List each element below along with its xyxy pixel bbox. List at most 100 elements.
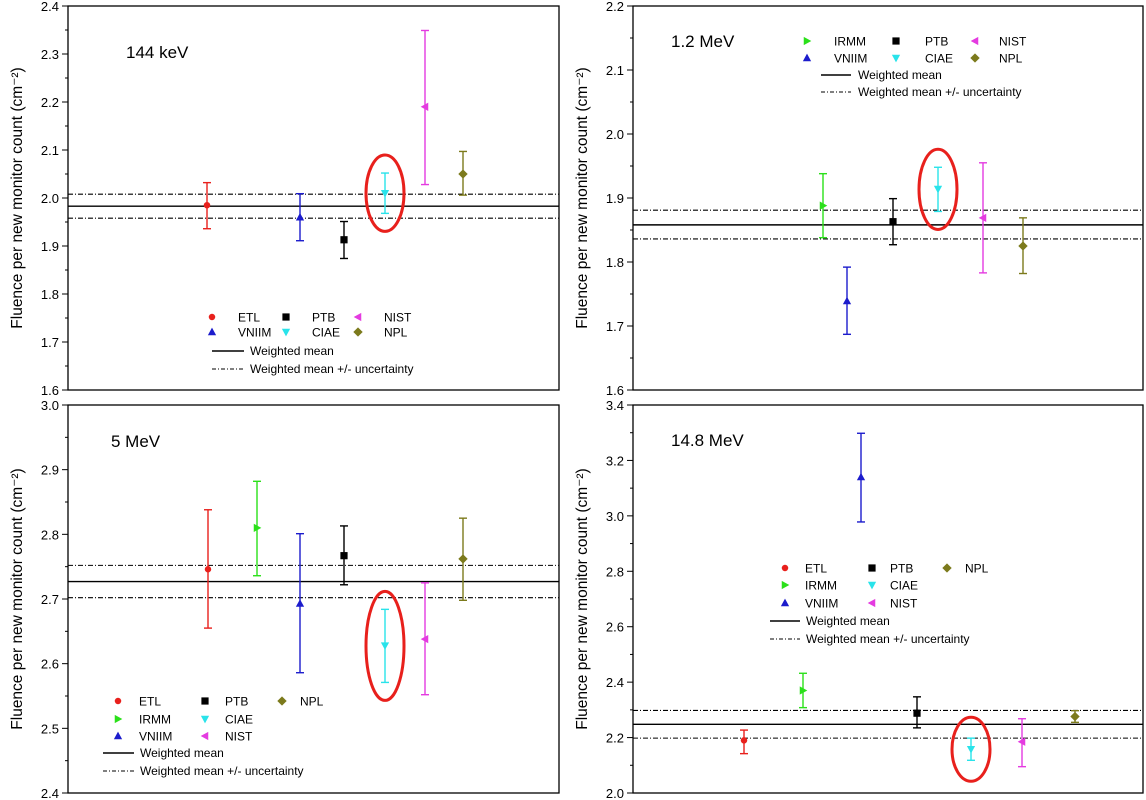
marker-npl (1070, 711, 1080, 722)
data-point-ptb (340, 220, 348, 260)
legend-marker-etl (781, 564, 789, 572)
legend: IRMM PTB NIST VNIIM CIAE NPL Weighted mean Weig… (802, 35, 1027, 99)
legend-marker-npl (353, 327, 363, 337)
y-tick-label: 3.0 (606, 509, 624, 524)
legend-marker-vniim (780, 598, 790, 607)
legend-marker-etl (208, 313, 216, 321)
legend-marker-ciae (891, 54, 901, 63)
marker-nist (420, 634, 429, 644)
legend-marker-npl (970, 53, 980, 63)
y-tick-label: 1.8 (41, 287, 59, 302)
y-tick-label: 1.8 (606, 255, 624, 270)
legend-marker-etl (114, 697, 122, 705)
y-tick-label: 2.4 (606, 675, 624, 690)
legend-label-etl: ETL (805, 562, 827, 576)
legend-label-irmm: IRMM (805, 579, 837, 593)
data-point-ptb (340, 525, 348, 586)
legend-band-label: Weighted mean +/- uncertainty (140, 764, 304, 778)
plot-frame (632, 5, 1144, 391)
data-point-npl (1018, 217, 1028, 275)
highlight-ellipse (917, 147, 959, 231)
legend-marker-ptb (892, 37, 900, 45)
legend-marker-nist (353, 312, 362, 322)
data-point-ciae (950, 715, 992, 783)
y-tick-label: 3.0 (41, 398, 59, 413)
legend-marker-irmm (114, 714, 123, 724)
data-point-irmm (799, 672, 808, 709)
legend-marker-vniim (113, 731, 123, 740)
legend-label-vniim: VNIIM (805, 597, 838, 611)
marker-ciae (380, 189, 390, 198)
marker-ciae (966, 745, 976, 754)
plot-frame (632, 404, 1144, 794)
legend-label-nist: NIST (384, 311, 412, 325)
y-tick-label: 2.1 (41, 143, 59, 158)
y-tick-label: 2.6 (41, 657, 59, 672)
marker-ptb (889, 218, 897, 226)
marker-etl (204, 566, 212, 573)
data-point-nist (420, 582, 429, 696)
y-tick-label: 2.8 (606, 564, 624, 579)
chart-panel-bottom-right: 2.0 2.2 2.4 2.6 2.8 3.0 3.2 3.4 Fluence per new … (574, 398, 1144, 800)
legend-label-irmm: IRMM (834, 35, 866, 49)
legend-label-npl: NPL (300, 695, 324, 709)
y-axis-label: Fluence per new monitor count (cm⁻²) (9, 67, 26, 328)
legend-label-etl: ETL (238, 311, 260, 325)
legend-marker-nist (970, 36, 979, 46)
legend-marker-irmm (803, 36, 812, 46)
y-tick-label: 2.2 (606, 0, 624, 14)
legend-marker-ciae (867, 581, 877, 590)
legend-label-ptb: PTB (225, 695, 248, 709)
marker-ptb (340, 552, 348, 560)
highlight-ellipse (364, 589, 406, 702)
y-tick-label: 2.4 (41, 0, 59, 14)
data-point-ciae (364, 589, 406, 702)
data-point-irmm (819, 172, 828, 239)
y-tick-label: 2.9 (41, 463, 59, 478)
legend-weighted-mean-label: Weighted mean (250, 344, 334, 358)
legend-marker-vniim (802, 53, 812, 62)
legend-marker-npl (942, 563, 952, 573)
y-tick-label: 2.1 (606, 63, 624, 78)
legend-weighted-mean-label: Weighted mean (806, 614, 890, 628)
chart-panel-top-left: 1.6 1.7 1.8 1.9 2.0 2.1 2.2 2.3 2.4 Fluence per n… (9, 0, 560, 398)
y-tick-label: 2.7 (41, 592, 59, 607)
legend-label-irmm: IRMM (139, 713, 171, 727)
legend-label-ciae: CIAE (890, 579, 918, 593)
chart-panel-top-right: 1.6 1.7 1.8 1.9 2.0 2.1 2.2 Fluence per new mon… (574, 0, 1144, 398)
data-point-ciae (917, 147, 959, 231)
y-axis-label: Fluence per new monitor count (cm⁻²) (9, 468, 26, 729)
y-axis-label: Fluence per new monitor count (cm⁻²) (574, 468, 591, 729)
legend-label-etl: ETL (139, 695, 161, 709)
marker-irmm (253, 523, 262, 533)
y-axis-label: Fluence per new monitor count (cm⁻²) (574, 67, 591, 328)
legend-marker-npl (277, 696, 287, 706)
marker-etl (740, 737, 748, 744)
data-point-nist (1017, 718, 1026, 768)
legend-band-label: Weighted mean +/- uncertainty (250, 362, 414, 376)
panel-title: 144 keV (126, 43, 189, 62)
marker-npl (458, 554, 468, 564)
legend-label-npl: NPL (384, 326, 408, 340)
marker-nist (1017, 737, 1026, 746)
marker-vniim (295, 212, 305, 221)
legend-marker-ptb (282, 313, 290, 321)
legend-weighted-mean-label: Weighted mean (858, 68, 942, 82)
data-point-ptb (913, 696, 921, 729)
marker-vniim (856, 472, 866, 481)
y-tick-label: 1.6 (606, 383, 624, 398)
legend-label-ptb: PTB (890, 562, 913, 576)
legend-label-nist: NIST (225, 730, 253, 744)
y-tick-label: 1.7 (606, 319, 624, 334)
marker-etl (203, 201, 211, 209)
legend-label-vniim: VNIIM (834, 52, 867, 66)
marker-npl (1018, 241, 1028, 251)
legend-marker-ptb (201, 697, 209, 705)
y-tick-label: 2.4 (41, 786, 59, 800)
legend-label-npl: NPL (965, 562, 989, 576)
legend-marker-nist (867, 598, 876, 608)
legend-label-vniim: VNIIM (238, 326, 271, 340)
legend-label-ptb: PTB (925, 35, 948, 49)
legend: ETL PTB NIST VNIIM CIAE NPL Weighted mean Weigh… (207, 311, 414, 376)
